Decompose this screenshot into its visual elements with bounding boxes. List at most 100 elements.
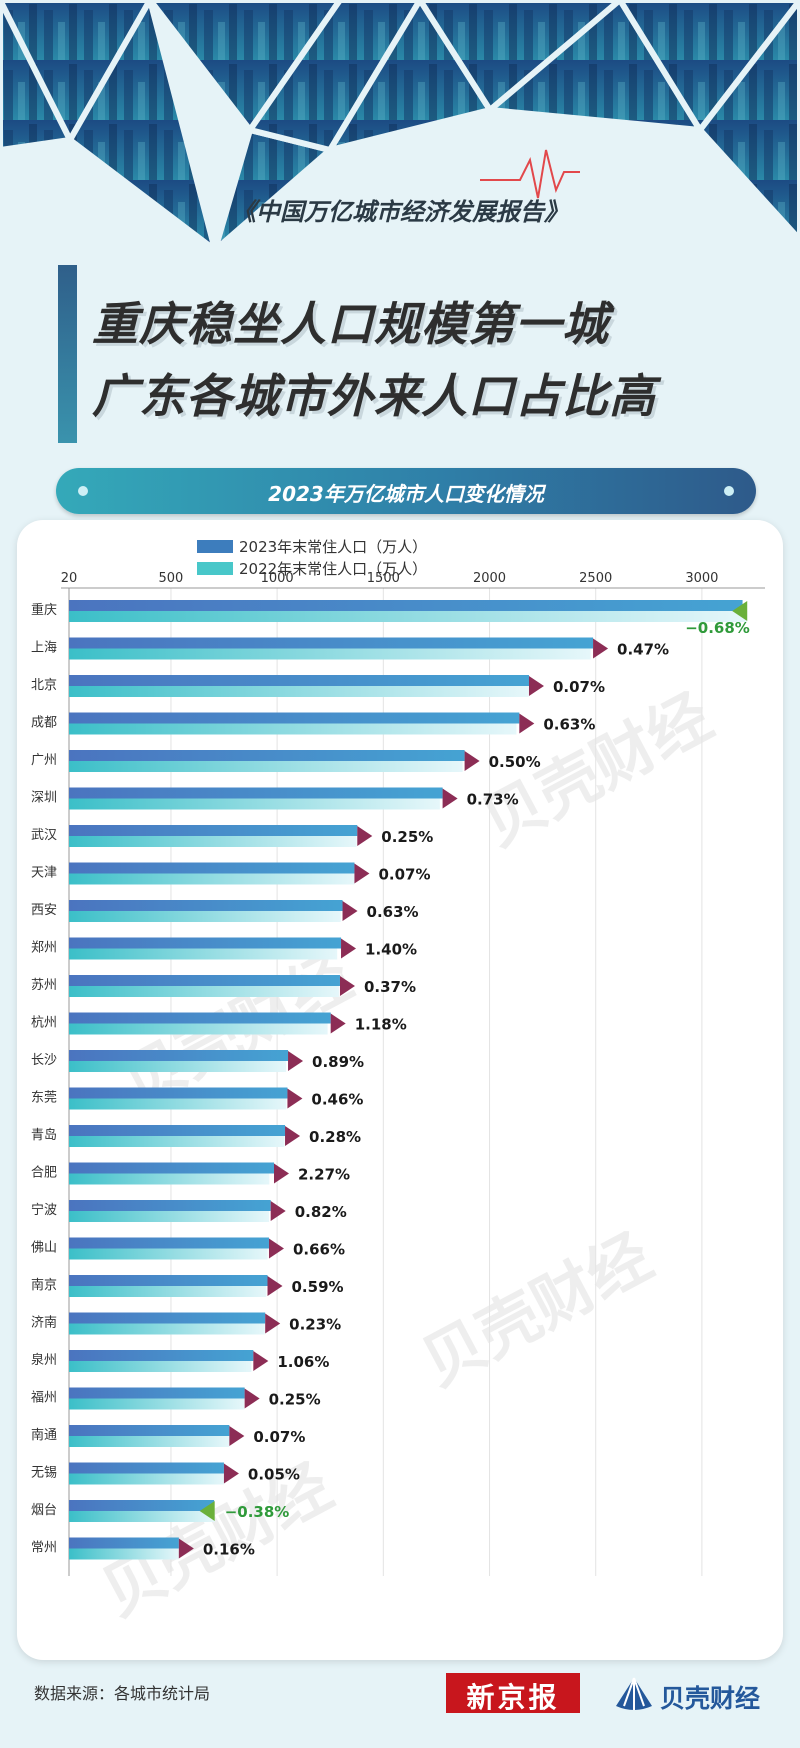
y-category-label: 北京 [31, 678, 57, 693]
bar-2022 [69, 1323, 265, 1335]
increase-marker [287, 1088, 303, 1109]
y-category-label: 烟台 [31, 1503, 57, 1518]
y-category-label: 南通 [31, 1427, 57, 1443]
bar-2022 [69, 911, 341, 922]
bar-2022 [69, 798, 440, 810]
change-label: 0.37% [364, 978, 416, 996]
change-label: 0.07% [378, 866, 430, 884]
bar-2023 [69, 1237, 269, 1249]
increase-marker [339, 976, 355, 996]
y-category-label: 泉州 [31, 1352, 57, 1368]
increase-marker [341, 938, 357, 959]
bar-2023 [69, 1050, 289, 1061]
bar-2023 [69, 1312, 266, 1324]
x-tick-label: 2500 [579, 571, 612, 586]
increase-marker [288, 1051, 304, 1071]
bar-2022 [69, 1211, 270, 1222]
bar-2022 [69, 1173, 270, 1185]
xinjingbao-logo-text: 新京报 [466, 1681, 560, 1714]
change-label: 0.73% [467, 791, 519, 809]
change-label: 0.28% [309, 1128, 361, 1146]
bar-2023 [69, 675, 529, 686]
bar-2022 [69, 836, 357, 847]
bar-2022 [69, 1473, 224, 1485]
bar-2022 [69, 611, 748, 622]
bar-2023 [69, 937, 342, 949]
beike-logo-text: 贝壳财经 [660, 1684, 761, 1713]
x-tick-label: 2000 [473, 571, 506, 586]
bar-2023 [69, 862, 355, 874]
data-source-note: 数据来源：各城市统计局 [34, 1684, 211, 1703]
y-category-label: 青岛 [31, 1127, 57, 1143]
bar-2022 [69, 1061, 287, 1072]
x-tick-label: 1000 [261, 571, 294, 586]
change-label: 0.25% [381, 828, 433, 846]
banner-dot-right [724, 486, 734, 496]
y-category-label: 杭州 [31, 1016, 57, 1031]
increase-marker [229, 1426, 245, 1446]
bar-2022 [69, 986, 339, 997]
change-label: 0.16% [203, 1541, 255, 1559]
headline-line-1: 重庆稳坐人口规模第一城 [92, 297, 609, 351]
bar-2023 [69, 600, 743, 611]
beike-logo: 贝壳财经 [612, 1672, 782, 1716]
increase-marker [274, 1163, 290, 1184]
x-tick-label: 1500 [367, 571, 400, 586]
change-label: −0.38% [225, 1503, 290, 1521]
report-title: 《中国万亿城市经济发展报告》 [232, 197, 568, 226]
increase-marker [265, 1313, 281, 1334]
bar-2022 [69, 1136, 285, 1147]
change-label: 0.50% [489, 753, 541, 771]
y-category-label: 无锡 [31, 1466, 57, 1481]
change-label: 1.06% [277, 1353, 329, 1371]
decrease-marker [732, 601, 748, 621]
xinjingbao-logo: 新京报 [446, 1673, 580, 1714]
y-category-label: 福州 [31, 1391, 57, 1406]
y-category-label: 苏州 [31, 977, 57, 993]
change-label: 1.18% [355, 1016, 407, 1034]
bar-2022 [69, 1511, 215, 1522]
pulse-line-icon [480, 149, 580, 199]
bar-2022 [69, 873, 355, 885]
bar-2022 [69, 1436, 230, 1447]
bar-2022 [69, 1248, 268, 1260]
bar-2022 [69, 723, 517, 735]
bar-2023 [69, 1162, 275, 1174]
bar-2022 [69, 1398, 245, 1410]
legend-swatch-1 [197, 540, 233, 553]
increase-marker [357, 826, 373, 846]
y-category-label: 合肥 [31, 1166, 57, 1181]
bar-2023 [69, 1200, 271, 1211]
headline-line-2: 广东各城市外来人口占比高 [92, 369, 656, 423]
y-category-label: 济南 [31, 1315, 57, 1331]
bar-2023 [69, 1012, 331, 1024]
change-label: 0.89% [312, 1053, 364, 1071]
y-category-label: 天津 [31, 866, 57, 881]
y-category-label: 成都 [31, 716, 57, 731]
change-label: 0.05% [248, 1466, 300, 1484]
x-tick-label: 20 [61, 571, 78, 586]
increase-marker [342, 901, 358, 921]
bar-2023 [69, 787, 443, 799]
x-tick-label: 500 [159, 571, 184, 586]
bar-2023 [69, 900, 343, 911]
y-category-label: 常州 [31, 1541, 57, 1556]
bar-2022 [69, 1286, 267, 1297]
change-label: 1.40% [365, 941, 417, 959]
y-category-label: 长沙 [31, 1053, 57, 1068]
y-category-label: 东莞 [31, 1091, 57, 1106]
increase-marker [464, 751, 480, 771]
chart-title-banner: 2023年万亿城市人口变化情况 [56, 468, 756, 514]
y-category-label: 南京 [31, 1277, 57, 1293]
increase-marker [244, 1388, 260, 1409]
banner-dot-left [78, 486, 88, 496]
legend-label-1: 2023年末常住人口（万人） [239, 538, 427, 556]
change-label: 0.63% [367, 903, 419, 921]
bar-2023 [69, 1125, 286, 1136]
bar-2023 [69, 825, 358, 836]
increase-marker [268, 1238, 284, 1259]
y-category-label: 佛山 [31, 1241, 57, 1256]
decrease-marker [199, 1501, 215, 1521]
y-category-label: 广州 [31, 753, 57, 768]
change-label: 0.07% [253, 1428, 305, 1446]
